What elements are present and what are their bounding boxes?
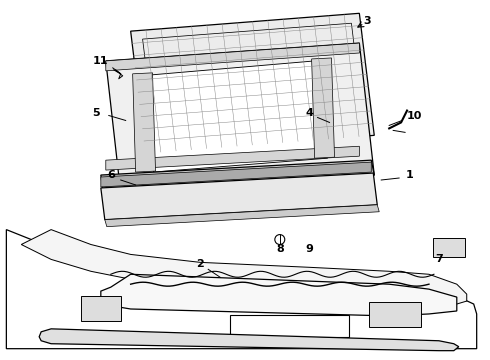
FancyBboxPatch shape — [369, 302, 421, 327]
Polygon shape — [101, 274, 457, 316]
Polygon shape — [101, 173, 377, 220]
Polygon shape — [141, 61, 327, 172]
Polygon shape — [101, 160, 374, 190]
Text: 1: 1 — [405, 170, 413, 180]
Polygon shape — [101, 162, 371, 187]
Polygon shape — [106, 43, 374, 193]
Text: 7: 7 — [435, 255, 443, 264]
FancyBboxPatch shape — [81, 296, 121, 321]
Text: 10: 10 — [406, 111, 422, 121]
Text: 11: 11 — [93, 56, 109, 66]
Polygon shape — [131, 13, 374, 153]
Polygon shape — [312, 58, 335, 158]
FancyBboxPatch shape — [433, 238, 465, 257]
Text: 5: 5 — [92, 108, 99, 117]
Text: 3: 3 — [364, 16, 371, 26]
Polygon shape — [106, 43, 359, 71]
Text: 8: 8 — [276, 244, 284, 255]
Polygon shape — [39, 329, 459, 351]
Polygon shape — [106, 146, 359, 170]
Polygon shape — [133, 73, 155, 172]
Polygon shape — [21, 230, 467, 304]
Polygon shape — [6, 230, 477, 349]
Text: 9: 9 — [306, 244, 314, 255]
Text: 2: 2 — [196, 259, 204, 269]
Text: 4: 4 — [306, 108, 314, 117]
Polygon shape — [105, 205, 379, 227]
Text: 6: 6 — [107, 170, 115, 180]
FancyBboxPatch shape — [230, 315, 349, 337]
